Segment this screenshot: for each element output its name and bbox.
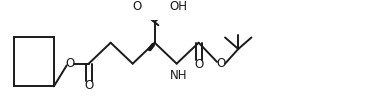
Text: O: O [194, 58, 203, 71]
Text: NH: NH [170, 68, 187, 82]
Text: O: O [66, 57, 75, 70]
Text: O: O [216, 57, 225, 70]
Text: OH: OH [169, 0, 187, 13]
Text: O: O [133, 0, 142, 13]
Text: O: O [84, 79, 93, 92]
